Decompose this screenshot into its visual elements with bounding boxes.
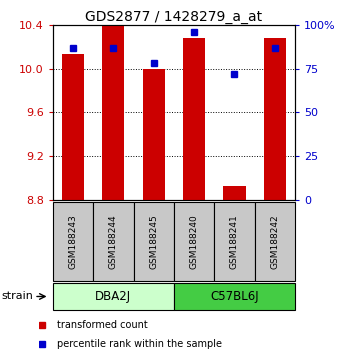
Bar: [93, 202, 134, 281]
Bar: [255, 202, 295, 281]
Text: GSM188245: GSM188245: [149, 214, 158, 269]
Bar: [53, 283, 174, 310]
Bar: [183, 38, 205, 200]
Text: GSM188243: GSM188243: [69, 214, 77, 269]
Bar: [264, 38, 286, 200]
Title: GDS2877 / 1428279_a_at: GDS2877 / 1428279_a_at: [85, 10, 263, 24]
Bar: [62, 55, 84, 200]
Bar: [174, 283, 295, 310]
Bar: [102, 25, 124, 200]
Text: GSM188240: GSM188240: [190, 214, 198, 269]
Text: transformed count: transformed count: [57, 320, 148, 330]
Text: GSM188242: GSM188242: [270, 214, 279, 269]
Bar: [174, 202, 214, 281]
Text: percentile rank within the sample: percentile rank within the sample: [57, 339, 222, 349]
Text: GSM188241: GSM188241: [230, 214, 239, 269]
Bar: [214, 202, 255, 281]
Text: C57BL6J: C57BL6J: [210, 290, 259, 303]
Bar: [53, 202, 93, 281]
Text: DBA2J: DBA2J: [95, 290, 131, 303]
Text: strain: strain: [2, 291, 33, 302]
Bar: [134, 202, 174, 281]
Text: GSM188244: GSM188244: [109, 214, 118, 269]
Bar: [143, 69, 165, 200]
Bar: [223, 186, 246, 200]
